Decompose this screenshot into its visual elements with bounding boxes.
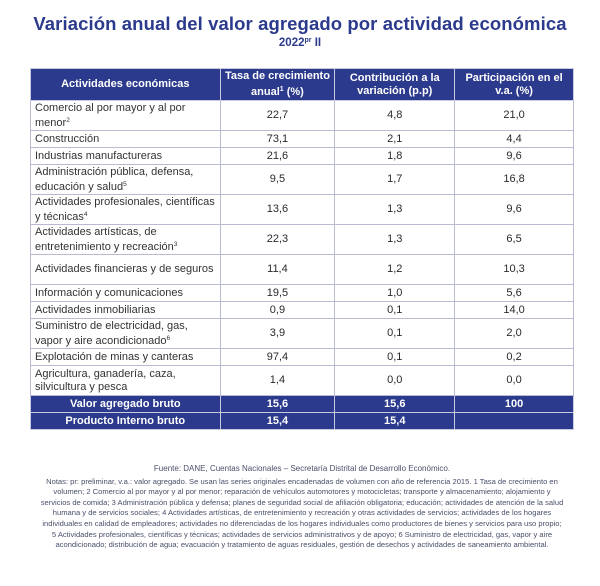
total-label: Valor agregado bruto	[30, 395, 221, 413]
row-growth-value: 22,3	[219, 224, 336, 255]
row-contribution-value: 0,0	[334, 365, 456, 396]
table-row: Administración pública, defensa, educaci…	[30, 164, 574, 195]
row-growth-value: 0,9	[219, 301, 336, 319]
row-activity-label: Agricultura, ganadería, caza, silvicultu…	[30, 365, 221, 396]
row-growth-value: 13,6	[219, 194, 336, 225]
row-contribution-value: 1,3	[334, 224, 456, 255]
row-growth-value: 21,6	[219, 147, 336, 165]
row-share-value: 5,6	[454, 284, 574, 302]
table-row: Actividades inmobiliarias 0,9 0,1 14,0	[30, 301, 574, 319]
total-row: Producto Interno bruto 15,4 15,4	[30, 412, 574, 430]
row-activity-label: Suministro de electricidad, gas, vapor y…	[30, 318, 221, 349]
row-activity-label: Actividades inmobiliarias	[30, 301, 221, 319]
row-activity-label: Comercio al por mayor y al por menor2	[30, 100, 221, 131]
table-row: Comercio al por mayor y al por menor2 22,…	[30, 100, 574, 131]
row-contribution-value: 2,1	[334, 130, 456, 148]
total-contribution-value: 15,6	[334, 395, 456, 413]
row-contribution-value: 0,1	[334, 318, 456, 349]
total-growth-value: 15,4	[219, 412, 336, 430]
row-share-value: 9,6	[454, 194, 574, 225]
row-contribution-value: 1,7	[334, 164, 456, 195]
row-contribution-value: 1,0	[334, 284, 456, 302]
table-row: Suministro de electricidad, gas, vapor y…	[30, 318, 574, 349]
header-activities: Actividades económicas	[30, 68, 221, 101]
page-title: Variación anual del valor agregado por a…	[33, 13, 567, 34]
total-share-value: 100	[454, 395, 574, 413]
row-activity-label: Industrias manufactureras	[30, 147, 221, 165]
row-activity-label: Administración pública, defensa, educaci…	[30, 164, 221, 195]
total-growth-value: 15,6	[219, 395, 336, 413]
table-body: Comercio al por mayor y al por menor2 22,…	[30, 100, 574, 430]
row-activity-label: Explotación de minas y canteras	[30, 348, 221, 366]
row-share-value: 10,3	[454, 254, 574, 285]
table-header: Actividades económicas Tasa de crecimien…	[30, 68, 574, 101]
row-share-value: 16,8	[454, 164, 574, 195]
row-contribution-value: 1,3	[334, 194, 456, 225]
subtitle-sup: pr	[304, 37, 312, 44]
subtitle-period: II	[314, 37, 322, 49]
row-contribution-value: 0,1	[334, 301, 456, 319]
row-share-value: 4,4	[454, 130, 574, 148]
row-growth-value: 11,4	[219, 254, 336, 285]
row-share-value: 0,0	[454, 365, 574, 396]
footnotes: Notas: pr: preliminar, v.a.: valor agreg…	[40, 476, 564, 550]
row-contribution-value: 1,8	[334, 147, 456, 165]
row-growth-value: 19,5	[219, 284, 336, 302]
table-row: Actividades financieras y de seguros 11,4…	[30, 254, 574, 285]
total-contribution-value: 15,4	[334, 412, 456, 430]
total-row: Valor agregado bruto 15,6 15,6 100	[30, 395, 574, 413]
row-activity-label: Información y comunicaciones	[30, 284, 221, 302]
row-share-value: 6,5	[454, 224, 574, 255]
table-row: Explotación de minas y canteras 97,4 0,1 0,…	[30, 348, 574, 366]
row-share-value: 14,0	[454, 301, 574, 319]
row-share-value: 2,0	[454, 318, 574, 349]
header-growth-rate: Tasa de crecimiento anual1 (%)	[219, 68, 336, 101]
row-share-value: 9,6	[454, 147, 574, 165]
total-share-value	[454, 412, 574, 430]
subtitle-year: 2022	[278, 37, 305, 49]
row-activity-label: Construcción	[30, 130, 221, 148]
table-row: Industrias manufactureras 21,6 1,8 9,6	[30, 147, 574, 165]
header-share: Participación en el v.a. (%)	[454, 68, 574, 101]
row-growth-value: 1,4	[219, 365, 336, 396]
row-growth-value: 22,7	[219, 100, 336, 131]
row-share-value: 21,0	[454, 100, 574, 131]
row-activity-label: Actividades financieras y de seguros	[30, 254, 221, 285]
row-contribution-value: 4,8	[334, 100, 456, 131]
page-subtitle: 2022pr II	[0, 37, 600, 49]
table-row: Agricultura, ganadería, caza, silvicultu…	[30, 365, 574, 396]
row-contribution-value: 1,2	[334, 254, 456, 285]
source-note: Fuente: DANE, Cuentas Nacionales – Secre…	[153, 464, 451, 473]
row-share-value: 0,2	[454, 348, 574, 366]
table-row: Información y comunicaciones 19,5 1,0 5,6	[30, 284, 574, 302]
header-contribution: Contribución a la variación (p.p)	[334, 68, 456, 101]
total-label: Producto Interno bruto	[30, 412, 221, 430]
row-growth-value: 73,1	[219, 130, 336, 148]
table-row: Actividades artísticas, de entretenimien…	[30, 224, 574, 255]
row-growth-value: 9,5	[219, 164, 336, 195]
table-row: Construcción 73,1 2,1 4,4	[30, 130, 574, 148]
row-growth-value: 97,4	[219, 348, 336, 366]
row-contribution-value: 0,1	[334, 348, 456, 366]
notes-section: Fuente: DANE, Cuentas Nacionales – Secre…	[40, 464, 564, 551]
row-growth-value: 3,9	[219, 318, 336, 349]
row-activity-label: Actividades artísticas, de entretenimien…	[30, 224, 221, 255]
row-activity-label: Actividades profesionales, científicas y…	[30, 194, 221, 225]
activity-table: Actividades económicas Tasa de crecimien…	[30, 68, 574, 430]
table-row: Actividades profesionales, científicas y…	[30, 194, 574, 225]
